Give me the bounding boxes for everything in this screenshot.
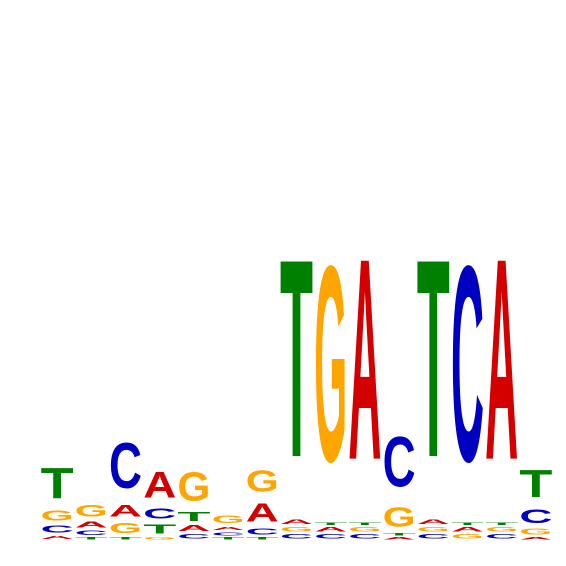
logo-letter-G-pos13: G bbox=[451, 533, 484, 540]
logo-letter-T-pos1: T bbox=[41, 460, 74, 508]
logo-letter-C-pos10: C bbox=[348, 533, 381, 540]
logo-letter-T-pos15: T bbox=[519, 462, 552, 506]
logo-letter-A-pos13: A bbox=[451, 525, 484, 532]
logo-letter-C-pos6: C bbox=[212, 531, 245, 536]
logo-letter-G-pos2: G bbox=[75, 502, 108, 520]
logo-letter-T-pos14: T bbox=[485, 522, 518, 526]
logo-letter-T-pos3: T bbox=[109, 536, 142, 540]
logo-columns: ACGTTCAGTGACGTCACATGTCAGTCAGCGATCATGCGTA… bbox=[41, 199, 553, 540]
logo-letter-C-pos9: C bbox=[314, 533, 347, 540]
logo-letter-G-pos10: G bbox=[348, 526, 381, 533]
logo-letter-T-pos13: T bbox=[451, 522, 484, 526]
logo-letter-A-pos14: A bbox=[485, 199, 518, 520]
logo-letter-G-pos12: G bbox=[417, 526, 450, 533]
logo-letter-T-pos11: T bbox=[383, 533, 416, 537]
logo-letter-G-pos8: G bbox=[280, 526, 313, 533]
logo-letter-T-pos5: T bbox=[177, 509, 210, 523]
logo-letter-A-pos9: A bbox=[314, 525, 347, 532]
logo-letter-C-pos2: C bbox=[75, 529, 108, 536]
logo-letter-C-pos5: C bbox=[177, 533, 210, 540]
logo-letter-C-pos4: C bbox=[143, 506, 176, 522]
logo-letter-T-pos6: T bbox=[212, 536, 245, 540]
logo-letter-G-pos5: G bbox=[177, 464, 210, 509]
logo-letter-C-pos13: C bbox=[451, 209, 484, 520]
logo-letter-T-pos10: T bbox=[348, 522, 381, 526]
logo-letter-G-pos3: G bbox=[109, 520, 142, 537]
logo-letter-A-pos4: A bbox=[143, 464, 176, 506]
logo-letter-G-pos9: G bbox=[314, 209, 347, 521]
logo-letter-C-pos11: C bbox=[383, 422, 416, 502]
logo-letter-C-pos3: C bbox=[109, 429, 142, 502]
logo-letter-A-pos5: A bbox=[177, 524, 210, 533]
logo-letter-G-pos15: G bbox=[519, 527, 552, 536]
logo-letter-A-pos12: A bbox=[417, 518, 450, 525]
logo-letter-G-pos14: G bbox=[485, 526, 518, 533]
logo-letter-A-pos15: A bbox=[519, 536, 552, 540]
logo-letter-T-pos9: T bbox=[314, 522, 347, 526]
logo-letter-G-pos7: G bbox=[246, 463, 279, 498]
logo-letter-C-pos1: C bbox=[41, 524, 74, 535]
logo-letter-A-pos1: A bbox=[41, 535, 74, 540]
logo-letter-C-pos15: C bbox=[519, 506, 552, 528]
logo-letter-T-pos7: T bbox=[246, 536, 279, 540]
logo-letter-A-pos2: A bbox=[75, 520, 108, 529]
logo-letter-A-pos8: A bbox=[280, 518, 313, 525]
logo-letter-A-pos11: A bbox=[383, 536, 416, 540]
logo-letter-G-pos4: G bbox=[143, 536, 176, 540]
logo-letter-A-pos10: A bbox=[348, 199, 381, 520]
logo-letter-T-pos2: T bbox=[75, 536, 108, 540]
logo-letter-G-pos11: G bbox=[383, 502, 416, 533]
logo-letter-G-pos1: G bbox=[41, 507, 74, 524]
logo-letter-T-pos12: T bbox=[417, 202, 450, 517]
logo-letter-C-pos14: C bbox=[485, 533, 518, 540]
logo-letter-T-pos8: T bbox=[280, 202, 313, 517]
logo-letter-C-pos12: C bbox=[417, 533, 450, 540]
logo-letter-A-pos7: A bbox=[246, 498, 279, 527]
logo-letter-A-pos6: A bbox=[212, 526, 245, 531]
logo-letter-C-pos8: C bbox=[280, 533, 313, 540]
logo-letter-T-pos4: T bbox=[143, 522, 176, 536]
logo-letter-A-pos3: A bbox=[109, 502, 142, 520]
logo-letter-C-pos7: C bbox=[246, 527, 279, 536]
logo-letter-G-pos6: G bbox=[212, 513, 245, 526]
